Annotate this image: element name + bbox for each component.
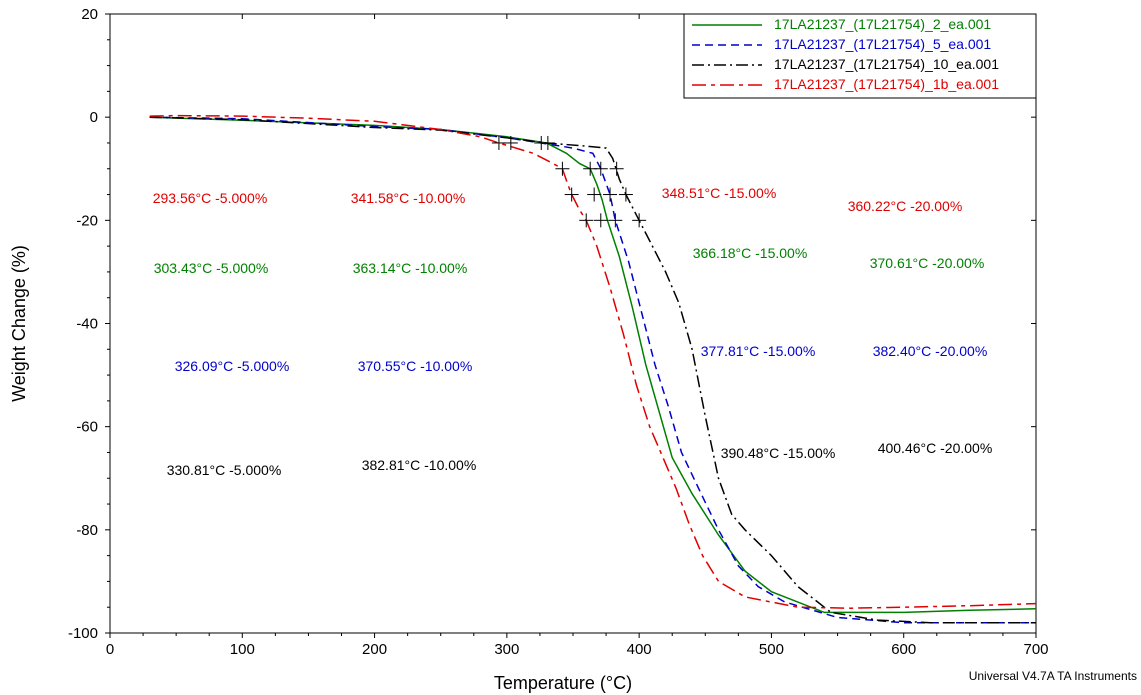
onset-marker [608,213,623,228]
onset-marker [593,161,608,176]
onset-marker [593,213,608,228]
x-tick-label: 100 [230,641,255,658]
x-tick-label: 600 [891,641,916,658]
legend-entry: 17LA21237_(17L21754)_10_ea.001 [774,56,999,72]
onset-marker [555,161,570,176]
annotation-label: 382.81°C -10.00% [362,457,477,473]
annotation-label: 363.14°C -10.00% [353,260,468,276]
annotation-label: 377.81°C -15.00% [701,343,816,359]
annotation-label: 303.43°C -5.000% [154,260,269,276]
plot-frame [109,13,1037,634]
annotation-label: 400.46°C -20.00% [878,440,993,456]
onset-marker [618,187,633,202]
onset-marker [540,135,555,150]
onset-marker [503,135,518,150]
series-line-2 [149,116,1036,624]
legend-entry: 17LA21237_(17L21754)_5_ea.001 [774,36,991,52]
annotation-label: 370.61°C -20.00% [870,255,985,271]
series-line-3 [149,114,1037,609]
y-tick-label: -60 [76,419,98,436]
x-tick-label: 300 [494,641,519,658]
onset-marker [579,213,594,228]
annotation-label: 360.22°C -20.00% [848,198,963,214]
annotation-label: 370.55°C -10.00% [358,358,473,374]
onset-marker [603,187,618,202]
x-tick-label: 700 [1023,641,1048,658]
y-axis-title: Weight Change (%) [9,245,29,402]
x-tick-label: 400 [627,641,652,658]
y-tick-label: -40 [76,316,98,333]
legend-entry: 17LA21237_(17L21754)_1b_ea.001 [774,76,999,92]
y-tick-label: -80 [76,522,98,539]
y-tick-label: -20 [76,212,98,229]
instrument-footer: Universal V4.7A TA Instruments [968,669,1137,683]
x-tick-label: 500 [759,641,784,658]
annotation-label: 330.81°C -5.000% [167,462,282,478]
onset-marker [609,161,624,176]
x-tick-label: 200 [362,641,387,658]
annotation-label: 348.51°C -15.00% [662,185,777,201]
y-tick-label: -100 [68,625,98,642]
annotation-label: 326.09°C -5.000% [175,358,290,374]
legend-entry: 17LA21237_(17L21754)_2_ea.001 [774,16,991,32]
legend-box [683,13,1037,99]
annotation-label: 293.56°C -5.000% [153,190,268,206]
onset-marker [587,187,602,202]
annotation-label: 341.58°C -10.00% [351,190,466,206]
x-tick-label: 0 [106,641,114,658]
y-tick-label: 20 [81,6,98,23]
onset-marker [632,213,647,228]
onset-marker [564,187,579,202]
x-axis-title: Temperature (°C) [494,673,632,693]
series-line-0 [149,116,1037,614]
onset-marker [491,135,506,150]
annotation-label: 382.40°C -20.00% [873,343,988,359]
y-tick-label: 0 [90,109,98,126]
annotation-label: 366.18°C -15.00% [693,245,808,261]
annotation-label: 390.48°C -15.00% [721,445,836,461]
